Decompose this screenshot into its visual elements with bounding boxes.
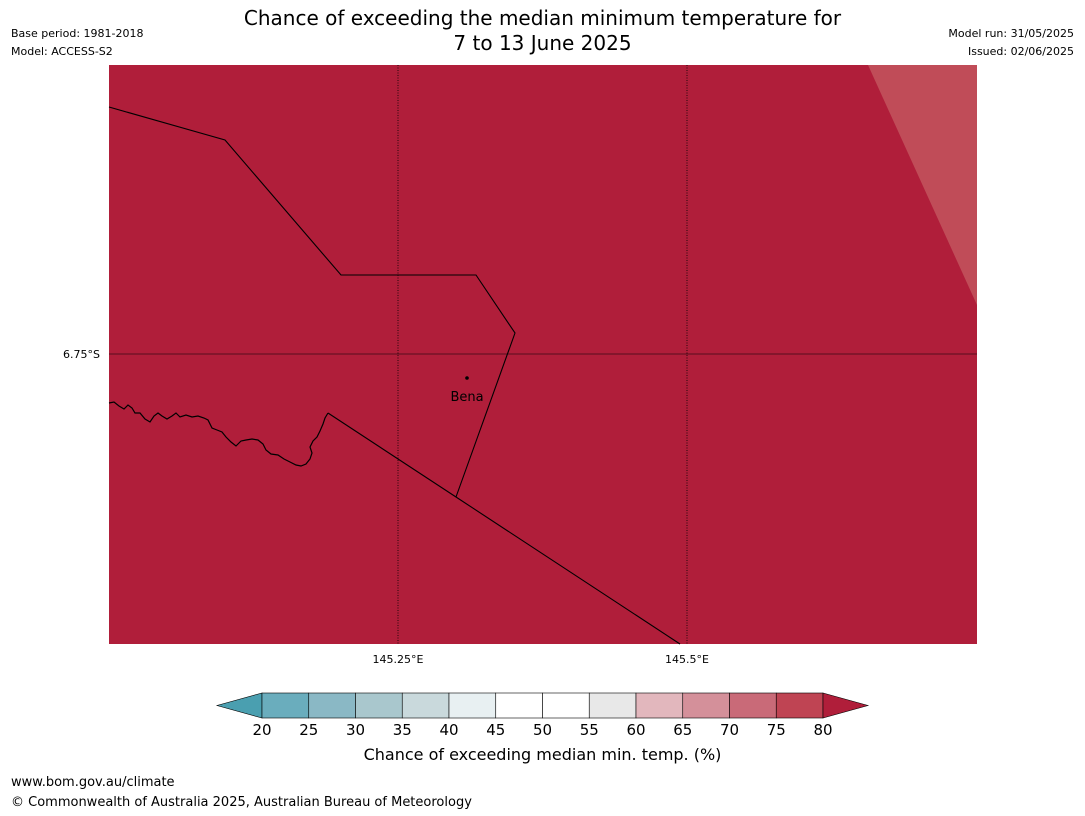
colorbar-tick-label: 35 [393,721,412,739]
meta-left: Base period: 1981-2018 Model: ACCESS-S2 [11,25,143,61]
colorbar-tick-label: 50 [533,721,552,739]
colorbar-arrow-high [822,692,870,719]
colorbar-swatch [495,692,543,719]
meta-right: Model run: 31/05/2025 Issued: 02/06/2025 [948,25,1074,61]
model-run: Model run: 31/05/2025 [948,27,1074,40]
colorbar-tick-label: 55 [580,721,599,739]
footer-url[interactable]: www.bom.gov.au/climate [11,775,175,790]
colorbar-arrow-low [215,692,263,719]
colorbar-swatch [401,692,450,719]
lon-label-2: 145.5°E [665,653,709,666]
colorbar-swatch [448,692,497,719]
colorbar-swatch [308,692,356,719]
colorbar-swatch [588,692,637,719]
colorbar-tick-label: 65 [673,721,692,739]
probability-band-75-80 [868,65,977,305]
colorbar: 20 25 30 35 40 45 50 55 60 65 70 75 80 [215,692,870,739]
colorbar-title: Chance of exceeding median min. temp. (%… [363,745,722,764]
footer-copyright: © Commonwealth of Australia 2025, Austra… [11,795,472,810]
province-boundary [108,106,516,498]
colorbar-tick-label: 70 [720,721,739,739]
province-boundary-south [327,412,681,645]
colorbar-swatch [729,692,777,719]
colorbar-swatch [682,692,730,719]
lat-label: 6.75°S [63,348,100,361]
colorbar-tick-label: 75 [767,721,786,739]
colorbar-tick-label: 80 [813,721,832,739]
colorbar-tick-label: 30 [346,721,365,739]
colorbar-tick-label: 60 [626,721,645,739]
lon-label-1: 145.25°E [373,653,424,666]
colorbar-tick-label: 40 [439,721,458,739]
model-name: Model: ACCESS-S2 [11,45,113,58]
colorbar-swatch [355,692,403,719]
map-field [109,65,977,644]
title-line-1: Chance of exceeding the median minimum t… [243,6,842,30]
colorbar-tick-label: 45 [486,721,505,739]
map-title: Chance of exceeding the median minimum t… [0,6,1085,56]
bena-marker [465,376,469,380]
colorbar-tick-label: 20 [252,721,271,739]
colorbar-swatch [775,692,824,719]
issued-date: Issued: 02/06/2025 [967,45,1074,58]
title-line-2: 7 to 13 June 2025 [453,31,632,55]
place-label-bena: Bena [450,390,483,405]
boundary-river [108,401,329,467]
colorbar-swatch [542,692,590,719]
colorbar-tick-label: 25 [299,721,318,739]
colorbar-swatch [261,692,310,719]
base-period: Base period: 1981-2018 [11,27,144,40]
colorbar-swatch [635,692,684,719]
